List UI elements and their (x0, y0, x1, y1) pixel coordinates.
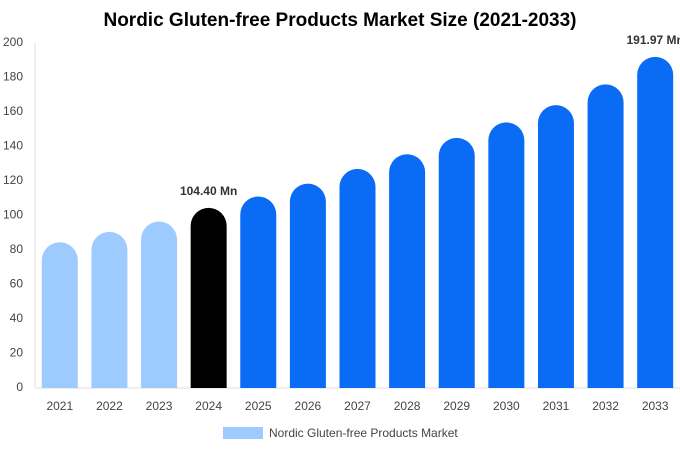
x-tick-label: 2022 (96, 399, 123, 413)
legend-label: Nordic Gluten-free Products Market (269, 426, 458, 440)
x-tick-label: 2030 (493, 399, 520, 413)
y-tick-label: 140 (3, 139, 23, 153)
bar (240, 196, 277, 388)
bar (537, 105, 574, 388)
value-label: 191.97 Mn (627, 33, 680, 47)
bar (289, 183, 326, 388)
x-tick-label: 2029 (443, 399, 470, 413)
legend-swatch (223, 427, 263, 439)
y-tick-label: 60 (10, 277, 24, 291)
x-tick-label: 2024 (195, 399, 222, 413)
value-label: 104.40 Mn (180, 184, 237, 198)
x-tick-label: 2028 (394, 399, 421, 413)
x-tick-label: 2023 (146, 399, 173, 413)
bar (587, 84, 624, 389)
x-tick-label: 2025 (245, 399, 272, 413)
bar (41, 242, 78, 388)
y-tick-label: 100 (3, 208, 23, 222)
bar (91, 231, 128, 388)
bar (141, 221, 178, 388)
y-tick-label: 200 (3, 35, 23, 49)
bar (339, 168, 376, 388)
y-tick-label: 20 (10, 346, 24, 360)
bar (190, 207, 227, 388)
x-tick-label: 2026 (295, 399, 322, 413)
y-tick-label: 160 (3, 104, 23, 118)
y-tick-label: 40 (10, 311, 24, 325)
y-tick-label: 120 (3, 173, 23, 187)
y-tick-label: 0 (16, 380, 23, 394)
bar (637, 56, 674, 389)
chart-title: Nordic Gluten-free Products Market Size … (103, 10, 576, 31)
bar (389, 154, 426, 388)
x-tick-label: 2031 (543, 399, 570, 413)
x-tick-label: 2027 (344, 399, 371, 413)
bar (488, 122, 525, 388)
x-tick-label: 2021 (46, 399, 73, 413)
x-tick-label: 2032 (592, 399, 619, 413)
bar (438, 137, 475, 388)
y-tick-label: 80 (10, 242, 24, 256)
y-tick-label: 180 (3, 70, 23, 84)
x-tick-label: 2033 (642, 399, 669, 413)
